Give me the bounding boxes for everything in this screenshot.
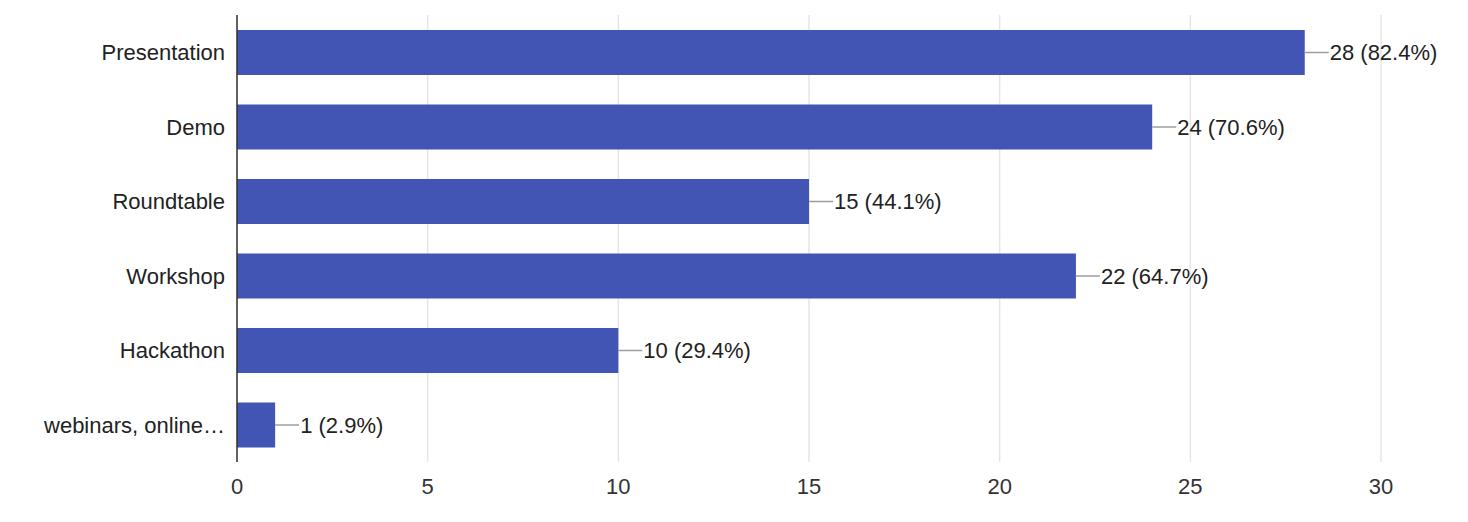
svg-text:Demo: Demo [166,115,225,140]
svg-text:15 (44.1%): 15 (44.1%) [834,189,942,214]
svg-text:30: 30 [1369,474,1393,499]
svg-text:Presentation: Presentation [101,40,225,65]
svg-text:1 (2.9%): 1 (2.9%) [300,413,383,438]
svg-text:5: 5 [422,474,434,499]
svg-text:15: 15 [797,474,821,499]
svg-text:24 (70.6%): 24 (70.6%) [1177,115,1285,140]
svg-text:webinars, online…: webinars, online… [43,413,225,438]
svg-text:25: 25 [1178,474,1202,499]
svg-text:10 (29.4%): 10 (29.4%) [643,338,751,363]
svg-text:20: 20 [987,474,1011,499]
svg-text:22 (64.7%): 22 (64.7%) [1101,264,1209,289]
svg-text:0: 0 [231,474,243,499]
svg-text:Roundtable: Roundtable [112,189,225,214]
svg-text:Workshop: Workshop [126,264,225,289]
svg-text:Hackathon: Hackathon [120,338,225,363]
svg-text:28 (82.4%): 28 (82.4%) [1330,40,1438,65]
svg-text:10: 10 [606,474,630,499]
